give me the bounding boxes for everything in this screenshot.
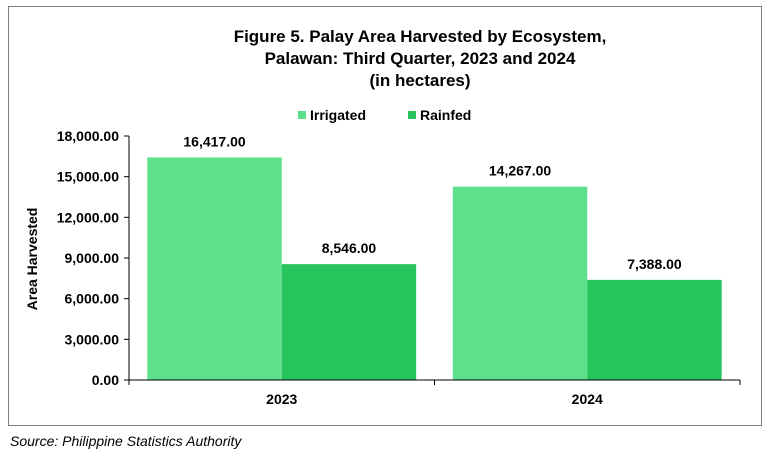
legend-swatch-rainfed [408, 111, 416, 119]
chart-title-line-2: Palawan: Third Quarter, 2023 and 2024 [265, 49, 576, 68]
legend-label-irrigated: Irrigated [310, 107, 366, 123]
bar-irrigated-2024 [452, 186, 588, 380]
y-axis-label: Area Harvested [24, 208, 40, 311]
chart-title-line-1: Figure 5. Palay Area Harvested by Ecosys… [234, 27, 607, 46]
bar-irrigated-2023 [147, 157, 282, 380]
data-label: 8,546.00 [322, 240, 377, 256]
y-tick-label: 6,000.00 [65, 291, 120, 307]
source-note: Source: Philippine Statistics Authority [10, 433, 242, 449]
x-tick-label: 2023 [266, 391, 297, 407]
data-label: 14,267.00 [489, 163, 551, 179]
bar-rainfed-2024 [587, 279, 722, 380]
x-axis: 2023 2024 [128, 379, 741, 407]
y-axis: 0.00 3,000.00 6,000.00 9,000.00 12,000.00 15,… [57, 128, 130, 388]
legend-swatch-irrigated [298, 111, 306, 119]
y-tick-label: 9,000.00 [65, 250, 120, 266]
data-label: 7,388.00 [627, 256, 682, 272]
y-tick-label: 15,000.00 [57, 169, 119, 185]
y-tick-label: 3,000.00 [65, 331, 120, 347]
bars: 16,417.00 8,546.00 14,267.00 7,388.00 [147, 133, 722, 380]
y-tick-label: 18,000.00 [57, 128, 119, 144]
bar-rainfed-2023 [281, 264, 417, 380]
chart-title-line-3: (in hectares) [369, 71, 470, 90]
data-label: 16,417.00 [183, 133, 245, 149]
x-tick-label: 2024 [572, 391, 603, 407]
y-tick-label: 0.00 [92, 372, 119, 388]
y-tick-label: 12,000.00 [57, 209, 119, 225]
legend-label-rainfed: Rainfed [420, 107, 471, 123]
legend: Irrigated Rainfed [298, 107, 471, 123]
